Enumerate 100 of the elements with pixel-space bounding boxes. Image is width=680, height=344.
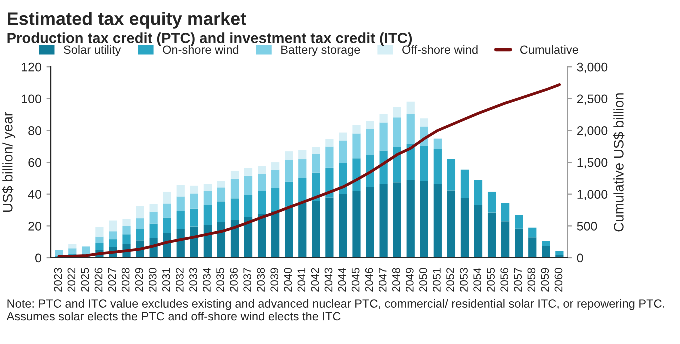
bar	[230, 170, 240, 179]
x-tick-label: 2028	[122, 268, 130, 292]
bar	[150, 204, 158, 212]
x-tick-label: 2039	[270, 268, 279, 292]
y-tick-label: 80	[28, 126, 42, 136]
bar	[109, 240, 118, 248]
bar	[285, 152, 294, 160]
x-tick-label: 2052	[446, 268, 454, 292]
bar	[352, 191, 361, 258]
bar	[339, 194, 348, 258]
bar	[163, 218, 172, 234]
bar	[176, 196, 185, 212]
y2-tick-label: 2,500	[577, 94, 608, 106]
bar	[272, 162, 280, 170]
bar	[528, 228, 537, 238]
legend-label: Battery storage	[282, 46, 360, 56]
x-tick-label: 2043	[324, 268, 333, 292]
bar	[380, 114, 388, 123]
bar	[150, 224, 158, 238]
bar	[150, 212, 158, 224]
bar	[230, 178, 240, 199]
bar	[312, 201, 320, 258]
bar	[244, 194, 253, 218]
bar	[352, 158, 361, 192]
bar	[272, 211, 280, 258]
x-tick-label: 2022	[68, 268, 76, 292]
y-tick-label: 120	[22, 62, 42, 72]
bar	[109, 232, 118, 240]
bar	[406, 144, 415, 180]
x-tick-label: 2033	[190, 268, 198, 292]
x-tick-label: 2056	[500, 268, 509, 292]
bar	[190, 194, 198, 209]
bar	[217, 180, 226, 188]
bar	[190, 208, 198, 227]
bar	[122, 220, 131, 226]
bar	[122, 226, 131, 235]
y2-tick-label: 3,000	[577, 62, 608, 74]
bar	[406, 180, 415, 258]
bar	[447, 190, 456, 258]
chart-title: Estimated tax equity market	[8, 12, 246, 29]
y-tick-label: 60	[28, 158, 42, 168]
bar	[82, 246, 90, 254]
bar	[420, 180, 428, 258]
bar	[380, 122, 388, 151]
x-tick-label: 2037	[244, 268, 252, 292]
bar	[217, 188, 226, 202]
y-tick-label: 0	[36, 254, 42, 263]
bar	[366, 187, 374, 258]
bar	[163, 192, 172, 204]
bar	[515, 216, 524, 229]
bar	[109, 220, 118, 232]
bar	[542, 246, 550, 258]
bar	[502, 222, 510, 258]
bar	[230, 198, 240, 220]
bar	[312, 147, 320, 154]
bar	[96, 227, 104, 237]
x-tick-label: 2041	[298, 268, 306, 292]
bar	[298, 150, 307, 160]
x-tick-label: 2053	[460, 268, 468, 292]
x-tick-label: 2047	[378, 268, 387, 292]
y-axis-title: US$ billion/ year	[2, 112, 16, 212]
bar	[312, 154, 320, 173]
bar	[420, 146, 428, 181]
bar	[258, 214, 266, 258]
line-series	[58, 84, 562, 258]
legend-label: On-shore wind	[163, 45, 239, 54]
bar	[393, 147, 402, 183]
legend-label: Cumulative	[520, 45, 578, 54]
bar	[176, 211, 185, 230]
bar	[339, 163, 348, 194]
y-tick-label: 20	[28, 222, 42, 231]
bar	[447, 159, 456, 191]
bar	[393, 107, 402, 118]
bar	[434, 184, 442, 258]
bar	[204, 191, 212, 206]
x-tick-label: 2057	[514, 268, 522, 292]
bar	[285, 206, 294, 258]
x-tick-label: 2042	[311, 268, 320, 292]
y2-tick-label: 2,000	[577, 126, 608, 137]
bar	[176, 185, 185, 197]
bar	[406, 114, 415, 144]
bar	[298, 203, 307, 258]
bar	[163, 204, 172, 218]
y-tick-label: 40	[28, 190, 42, 200]
bar	[460, 198, 470, 258]
bar	[230, 220, 240, 258]
bar	[68, 244, 77, 249]
bar	[244, 217, 253, 258]
y-tick-label: 100	[22, 94, 42, 104]
bar	[366, 129, 374, 156]
bar	[339, 140, 348, 164]
bar	[285, 182, 294, 207]
text: Note: PTC and ITC value excludes existing and advanced nuclear PTC, commercial/ residential solar ITC, or repowering PTC. Assumes solar elects the PTC and off-shore wind elects the ITC	[6, 299, 664, 321]
bar	[542, 240, 550, 246]
bar	[136, 218, 144, 230]
bar	[515, 228, 524, 258]
bar	[96, 243, 104, 250]
bar	[488, 212, 496, 258]
bar	[434, 149, 442, 184]
x-tick-label: 2055	[487, 268, 496, 292]
